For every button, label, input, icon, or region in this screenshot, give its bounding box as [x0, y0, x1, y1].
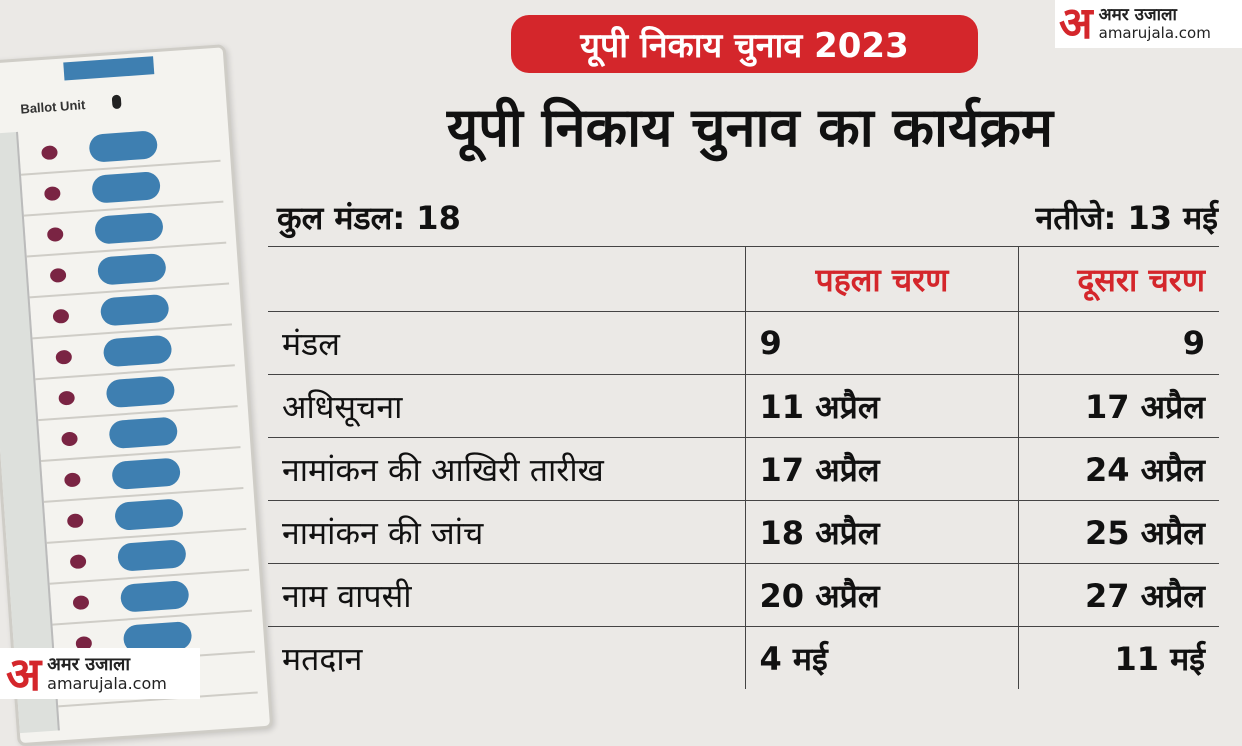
evm-ballot-unit-image: Ballot Unit	[0, 44, 274, 746]
row-label: अधिसूचना	[268, 374, 746, 438]
row-phase-2: 27 अप्रैल	[1018, 563, 1219, 627]
total-divisions: कुल मंडल: 18	[277, 199, 461, 237]
logo-name: अमर उजाला	[1098, 5, 1177, 26]
evm-vote-button-icon	[96, 252, 167, 286]
evm-vote-button-icon	[94, 211, 164, 245]
table-row: मतदान 4 मई 11 मई	[268, 626, 1219, 689]
evm-led-icon	[69, 554, 87, 570]
logo-mark: अ	[6, 646, 42, 701]
evm-led-icon	[55, 349, 73, 365]
evm-indicator-light	[111, 94, 122, 110]
table-row: नाम वापसी 20 अप्रैल 27 अप्रैल	[268, 563, 1219, 627]
results-date: नतीजे: 13 मई	[1035, 199, 1219, 237]
row-phase-1: 20 अप्रैल	[744, 563, 1019, 627]
schedule-table: पहला चरण दूसरा चरण मंडल 9 9 अधिसूचना 11 …	[268, 246, 1219, 689]
header-phase-1: पहला चरण	[744, 246, 1019, 312]
evm-led-icon	[58, 390, 76, 406]
evm-led-icon	[72, 595, 90, 611]
amarujala-logo-top: अ अमर उजाला amarujala.com	[1055, 0, 1242, 48]
row-phase-1: 9	[744, 311, 1019, 375]
table-header-row: पहला चरण दूसरा चरण	[268, 246, 1219, 312]
row-phase-2: 17 अप्रैल	[1018, 374, 1219, 438]
evm-led-icon	[63, 472, 81, 488]
evm-vote-button-icon	[102, 334, 173, 368]
row-phase-1: 4 मई	[744, 626, 1019, 689]
row-label: नाम वापसी	[268, 563, 746, 627]
row-label: मतदान	[268, 626, 746, 689]
evm-vote-button-icon	[119, 580, 190, 613]
row-phase-2: 11 मई	[1018, 626, 1219, 689]
evm-vote-button-icon	[108, 416, 179, 450]
amarujala-logo-bottom: अ अमर उजाला amarujala.com	[0, 648, 200, 699]
logo-url: amarujala.com	[47, 673, 167, 693]
evm-vote-button-icon	[111, 457, 182, 491]
page-title: यूपी निकाय चुनाव का कार्यक्रम	[446, 96, 1054, 159]
evm-led-icon	[41, 145, 58, 161]
row-label: नामांकन की जांच	[268, 500, 746, 564]
evm-vote-button-icon	[91, 171, 162, 204]
evm-led-icon	[49, 267, 67, 283]
table-row: नामांकन की आखिरी तारीख 17 अप्रैल 24 अप्र…	[268, 437, 1219, 501]
row-phase-2: 25 अप्रैल	[1018, 500, 1219, 564]
logo-mark: अ	[1059, 0, 1093, 49]
evm-vote-button-icon	[105, 375, 176, 409]
evm-vote-button-icon	[114, 498, 184, 531]
evm-led-icon	[52, 308, 70, 324]
evm-led-icon	[46, 226, 64, 243]
row-phase-1: 18 अप्रैल	[744, 500, 1019, 564]
evm-top-strip	[63, 56, 155, 81]
table-row: अधिसूचना 11 अप्रैल 17 अप्रैल	[268, 374, 1219, 438]
evm-vote-button-icon	[99, 293, 170, 327]
evm-vote-button-icon	[116, 539, 187, 572]
row-phase-1: 17 अप्रैल	[744, 437, 1019, 501]
row-phase-2: 9	[1018, 311, 1219, 375]
logo-name: अमर उजाला	[47, 653, 131, 675]
row-phase-1: 11 अप्रैल	[744, 374, 1019, 438]
evm-led-icon	[43, 186, 61, 202]
evm-vote-button-icon	[88, 130, 159, 163]
row-label: मंडल	[268, 311, 746, 375]
evm-led-icon	[66, 513, 84, 529]
evm-led-icon	[61, 431, 79, 447]
banner-pill: यूपी निकाय चुनाव 2023	[511, 15, 978, 73]
evm-label: Ballot Unit	[19, 97, 86, 117]
row-label: नामांकन की आखिरी तारीख	[268, 437, 746, 501]
table-row: नामांकन की जांच 18 अप्रैल 25 अप्रैल	[268, 500, 1219, 564]
header-phase-2: दूसरा चरण	[1018, 246, 1219, 312]
row-phase-2: 24 अप्रैल	[1018, 437, 1219, 501]
logo-url: amarujala.com	[1098, 24, 1211, 43]
header-blank	[268, 246, 746, 312]
table-row: मंडल 9 9	[268, 311, 1219, 375]
